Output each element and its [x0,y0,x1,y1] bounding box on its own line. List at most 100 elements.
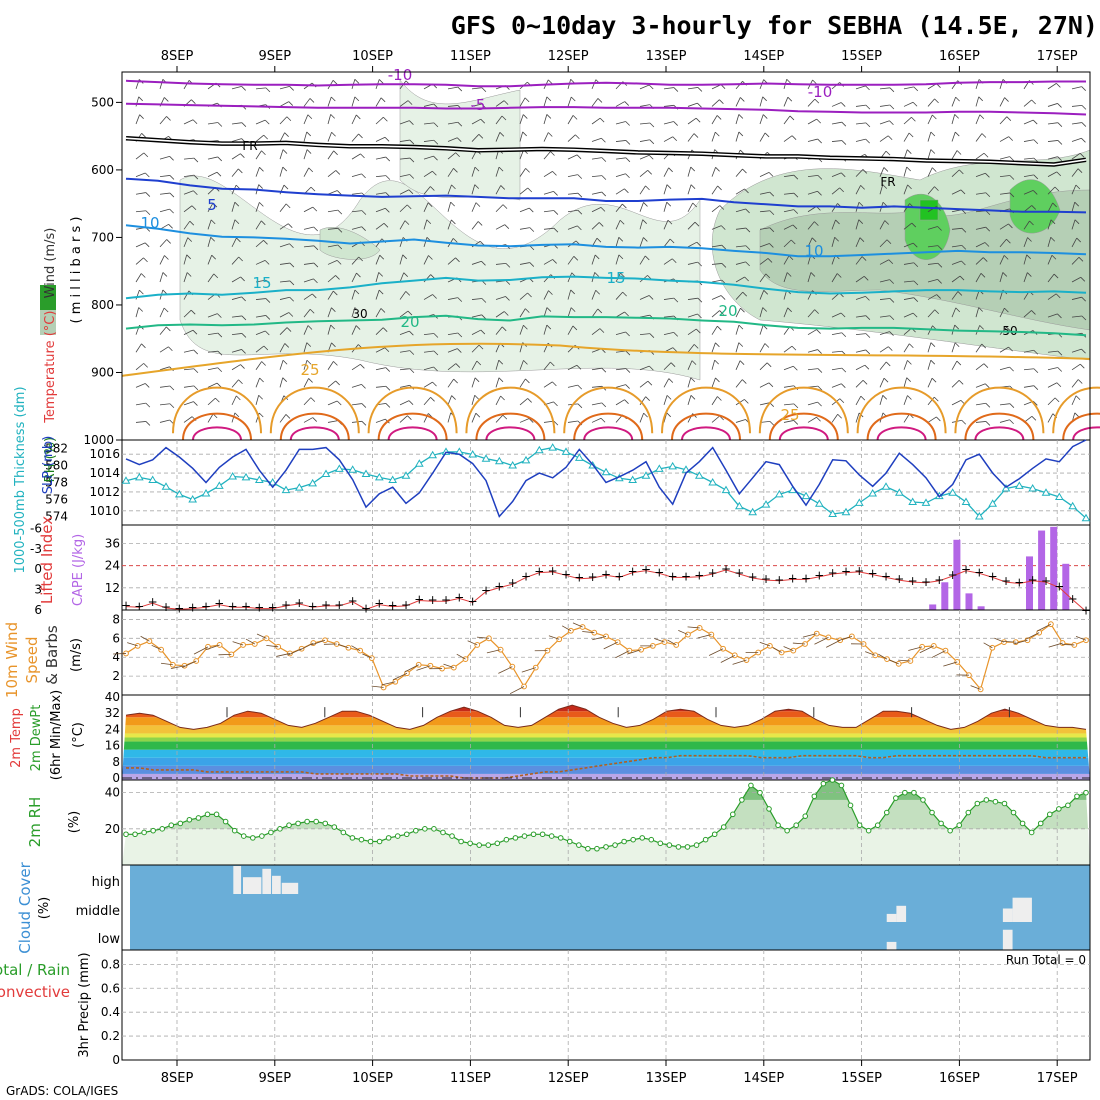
wind-barb [903,242,914,248]
wind-barb-flag [500,185,506,190]
lifted-marker: + [481,584,491,598]
wind-barb-flag [433,366,438,372]
wind-barb [303,98,311,107]
wind-barb [371,685,384,688]
wind-barb [927,342,932,353]
wind-barb [975,152,985,160]
wind-barb [303,417,313,423]
wind-barb-flag [1057,367,1063,372]
wind-barb [1071,184,1077,195]
cloud-bar-middle [1012,897,1032,922]
wind-barb [327,170,337,177]
lifted-marker: + [748,570,758,584]
wind-barb-flag [786,78,792,84]
rh-marker [811,793,818,800]
wind-barb-flag [1033,139,1039,145]
wind-barb-flag [786,272,792,277]
wind-barb-flag [457,121,463,127]
wind-barb [303,114,309,125]
bottom-date-label: 11SEP [450,1071,491,1086]
wind-barb-flag [1081,296,1086,302]
lifted-marker: + [174,601,184,615]
wind-barb-flag [907,360,912,365]
wind-barb-flag [546,307,552,312]
wind-barb [287,648,302,656]
wind-barb-flag [814,98,820,104]
wind-barb-flag [1057,140,1063,145]
wind-barb-flag [501,326,507,332]
thickness-marker [654,464,664,472]
warm-contour [573,412,644,441]
lifted-marker: + [974,565,984,579]
wind-barb-flag [862,379,868,385]
wind-barb [927,167,933,177]
wind-barb [878,653,888,660]
wind-barb [903,395,908,406]
thickness-marker [148,475,158,483]
wind-barb-flag [643,202,648,207]
wind-barb-flag [282,377,288,382]
wind-barb [975,421,986,423]
wind-barb-flag [745,227,751,233]
wind-barb [159,326,167,335]
wind-barb-flag [283,184,289,190]
wind-barb [567,307,572,318]
wind-barb [423,139,434,142]
wind-barb [495,262,506,265]
lifted-marker: + [601,567,611,581]
wind-barb-flag [954,342,960,348]
rh-marker [195,815,202,821]
wind-barb-flag [192,329,198,335]
wind-barb [735,208,746,213]
wind-barb [983,642,993,649]
thickness-marker [308,478,318,487]
rh-marker [367,838,374,845]
wind-barb-flag [691,360,697,365]
wind-barb [855,364,866,371]
wind-barb [663,167,669,177]
wind-barb-flag [668,167,673,173]
wind-barb [135,192,146,195]
rh-marker [1028,829,1035,836]
wind-barb-flag [385,403,391,408]
wind-barb-flag [907,184,912,190]
wind-barb-flag [597,308,603,314]
wind-barb-flag [620,272,625,278]
wind-barb [303,167,310,177]
wind-barb [447,332,458,336]
wind-barb [994,637,1005,643]
wind-barb-flag [860,395,866,401]
wind-barb-flag [913,297,919,302]
wind-barb [256,633,267,639]
wind-barb-flag [265,315,271,320]
wind-barb [279,296,290,300]
wind-barb-flag [360,364,365,369]
rh-marker [929,809,935,816]
wind-barb-flag [865,315,871,320]
wind-barb [687,313,698,318]
wind-barb-flag [981,133,987,138]
wind-barb [207,313,218,318]
lifted-marker: + [321,598,331,612]
wind-barb-flag [432,170,437,176]
wind-barb [903,377,908,388]
wind-barb [667,639,677,646]
wind-barb [495,296,506,300]
thickness-marker [228,472,238,480]
wind-barb-flag [745,245,751,251]
wind-barb-flag [787,96,793,102]
wind-barb-flag [145,210,151,216]
wind-barb-flag [954,114,959,119]
lifted-marker: + [641,563,651,577]
cloud-bar-middle [886,913,897,922]
warm-contour [954,386,1045,434]
rh-marker [150,827,156,834]
wind-barb [279,86,290,90]
rh-marker [1083,789,1089,796]
top-date-label: 10SEP [352,49,393,64]
wind-barb [519,168,526,177]
wind-barb [375,116,384,125]
wind-barb [231,276,241,283]
lifted-marker: + [214,597,224,611]
wind-barb [807,401,818,406]
